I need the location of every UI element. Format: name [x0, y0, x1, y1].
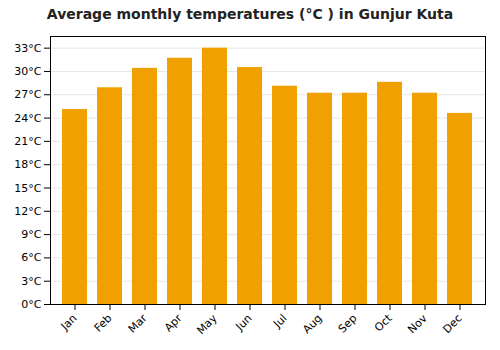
svg-text:24°C: 24°C [14, 112, 41, 125]
html-text:Average monthly temperatures (: Average monthly temperatures (°C ) in Gu… [46, 6, 454, 22]
svg-text:Apr: Apr [162, 311, 185, 334]
svg-text:Feb: Feb [92, 312, 115, 335]
svg-text:33°C: 33°C [14, 42, 41, 55]
svg-text:Dec: Dec [440, 312, 464, 336]
svg-text:18°C: 18°C [14, 158, 41, 171]
svg-text:30°C: 30°C [14, 65, 41, 78]
svg-text:27°C: 27°C [14, 88, 41, 101]
svg-text:0°C: 0°C [21, 298, 41, 311]
svg-text:Nov: Nov [405, 311, 430, 336]
svg-text:12°C: 12°C [14, 205, 41, 218]
svg-text:21°C: 21°C [14, 135, 41, 148]
svg-text:Jun: Jun [233, 312, 255, 334]
svg-text:Jan: Jan [58, 312, 80, 334]
svg-text:Oct: Oct [372, 311, 395, 334]
svg-text:6°C: 6°C [21, 251, 41, 264]
svg-text:Sep: Sep [336, 312, 360, 336]
svg-text:Mar: Mar [126, 311, 150, 335]
svg-text:3°C: 3°C [21, 275, 41, 288]
svg-text:15°C: 15°C [14, 181, 41, 194]
svg-text:May: May [194, 311, 220, 337]
svg-text:Jul: Jul [270, 312, 289, 331]
svg-text:9°C: 9°C [21, 228, 41, 241]
svg-text:Aug: Aug [300, 312, 324, 336]
